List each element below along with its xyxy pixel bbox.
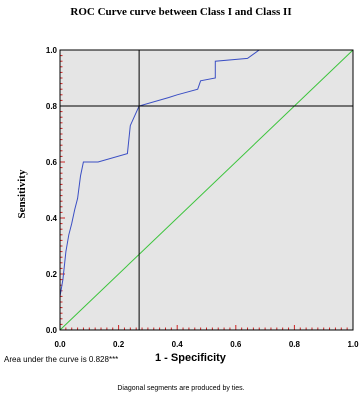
- x-tick-label: 0.8: [289, 340, 301, 349]
- x-tick-label: 0.6: [230, 340, 242, 349]
- chart-title: ROC Curve curve between Class I and Clas…: [70, 6, 292, 18]
- axis-tick-labels: 0.0 0.2 0.4 0.6 0.8 1.0 0.0 0.2 0.4 0.6 0.8 1.0: [46, 46, 359, 349]
- series-group: [59, 49, 354, 331]
- footnote: Diagonal segments are produced by ties.: [117, 385, 245, 392]
- x-tick-label: 0.2: [113, 340, 125, 349]
- y-tick-label: 0.0: [46, 326, 58, 335]
- diagonal-reference-line: [59, 49, 354, 331]
- y-tick-label: 0.8: [46, 102, 58, 111]
- auc-annotation: Area under the curve is 0.828***: [4, 355, 119, 364]
- reference-lines: [60, 50, 353, 330]
- x-tick-label: 1.0: [347, 340, 359, 349]
- x-axis-label: 1 - Specificity: [155, 352, 226, 364]
- x-tick-label: 0.4: [172, 340, 184, 349]
- x-tick-label: 0.0: [54, 340, 66, 349]
- plot-border: [59, 49, 354, 331]
- y-tick-label: 0.6: [46, 158, 58, 167]
- y-tick-label: 0.2: [46, 270, 58, 279]
- y-tick-label: 1.0: [46, 46, 58, 55]
- roc-curve-line: [59, 49, 353, 330]
- y-tick-label: 0.4: [46, 214, 58, 223]
